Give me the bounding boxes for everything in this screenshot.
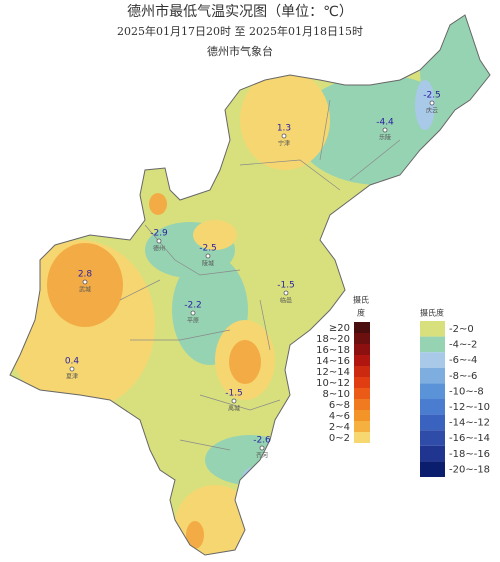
station-dot bbox=[259, 445, 265, 451]
legend-swatch bbox=[354, 399, 370, 410]
station-name: 陵城 bbox=[202, 260, 214, 268]
station-name: 德州 bbox=[153, 245, 165, 253]
legend-title: 度 bbox=[357, 308, 365, 318]
station-name: 乐陵 bbox=[379, 134, 391, 142]
station-value: -2.2 bbox=[184, 301, 202, 311]
legend-swatch bbox=[354, 421, 370, 432]
legend-label: -8~-6 bbox=[449, 371, 477, 382]
legend-swatch bbox=[354, 333, 370, 344]
legend-swatch bbox=[420, 383, 445, 399]
legend-swatch bbox=[420, 321, 445, 337]
legend-label: 2~4 bbox=[329, 422, 350, 433]
legend-swatch bbox=[354, 377, 370, 388]
station-value: -1.5 bbox=[277, 281, 295, 291]
station-value: 0.4 bbox=[65, 357, 80, 367]
legend-label: -16~-14 bbox=[449, 433, 490, 444]
cold-legend: 摄氏度 -2~0 -4~-2 -6~-4 -8~-6 -10~-8 -12~-10 -14~-… bbox=[420, 308, 490, 477]
legend-swatch bbox=[354, 432, 370, 443]
region-outline bbox=[9, 14, 491, 556]
station-name: 禹城 bbox=[228, 405, 240, 413]
legend-label: 16~18 bbox=[316, 345, 350, 356]
legend-label: -18~-16 bbox=[449, 449, 490, 460]
legend-swatch bbox=[420, 430, 445, 446]
legend-swatch bbox=[354, 388, 370, 399]
legend-label: 14~16 bbox=[316, 356, 350, 367]
station-value: -1.5 bbox=[225, 389, 243, 399]
station-dot bbox=[231, 398, 237, 404]
station-name: 夏津 bbox=[66, 374, 78, 381]
legend-swatch bbox=[420, 445, 445, 462]
station-value: -2.5 bbox=[199, 244, 217, 254]
legend-label: 10~12 bbox=[316, 378, 350, 389]
legend-swatch bbox=[354, 410, 370, 421]
legend-swatch bbox=[354, 366, 370, 377]
legend-label: ≥20 bbox=[329, 323, 350, 334]
legend-title: 摄氏 bbox=[353, 296, 369, 305]
legend-swatch bbox=[354, 322, 370, 333]
legend-swatch bbox=[420, 399, 445, 415]
station-value: -2.6 bbox=[253, 436, 271, 446]
legend-label: 4~6 bbox=[329, 411, 350, 422]
legend-title: 摄氏度 bbox=[420, 308, 444, 318]
legend-label: -2~0 bbox=[449, 324, 474, 335]
legend-label: -20~-18 bbox=[449, 464, 490, 475]
station-name: 齐河 bbox=[256, 452, 268, 460]
legend-label: -6~-4 bbox=[449, 355, 477, 366]
station-dot bbox=[382, 127, 388, 133]
legend-swatch bbox=[420, 336, 445, 353]
legend-swatch bbox=[420, 461, 445, 477]
title: 德州市最低气温实况图（单位：℃） bbox=[127, 3, 353, 20]
station-dot bbox=[82, 279, 88, 285]
legend-swatch bbox=[420, 367, 445, 384]
legend-swatch bbox=[354, 344, 370, 355]
legend-label: -12~-10 bbox=[449, 402, 490, 413]
station-value: -2.5 bbox=[423, 91, 441, 101]
legend-swatch bbox=[420, 414, 445, 431]
station-dot bbox=[205, 253, 211, 259]
station-value: 2.8 bbox=[78, 270, 93, 280]
legend-label: 0~2 bbox=[329, 433, 350, 444]
station-name: 宁津 bbox=[278, 140, 290, 148]
station-dot bbox=[429, 100, 435, 106]
legend-label: 8~10 bbox=[323, 389, 350, 400]
station-value: -4.4 bbox=[376, 118, 394, 128]
station-dot bbox=[69, 366, 75, 372]
subtitle: 2025年01月17日20时 至 2025年01月18日15时 bbox=[117, 24, 363, 38]
station-name: 武城 bbox=[79, 286, 91, 294]
station-name: 庆云 bbox=[426, 107, 438, 115]
source: 德州市气象台 bbox=[207, 44, 273, 58]
legend-label: 18~20 bbox=[316, 334, 350, 345]
station-value: 1.3 bbox=[277, 124, 291, 134]
legend-label: -14~-12 bbox=[449, 418, 490, 429]
station-name: 平原 bbox=[187, 318, 199, 325]
legend-swatch bbox=[420, 352, 445, 368]
station-dot bbox=[156, 238, 162, 244]
legend-label: -4~-2 bbox=[449, 340, 477, 351]
station-dot bbox=[281, 133, 287, 139]
station-dot bbox=[283, 290, 289, 296]
station-value: -2.9 bbox=[150, 229, 168, 239]
legend-swatch bbox=[354, 355, 370, 366]
legend-label: 12~14 bbox=[316, 367, 350, 378]
legend-label: 6~8 bbox=[329, 400, 350, 411]
legend-label: -10~-8 bbox=[449, 386, 484, 397]
warm-legend: 摄氏度 ≥2018~2016~1814~1612~1410~128~106~84~… bbox=[316, 296, 370, 444]
stations: 1.3 宁津 -4.4 乐陵 -2.5 庆云 -2.9 德州 -2.5 陵城 2.8 武城 -1.5 临邑… bbox=[65, 91, 441, 460]
station-dot bbox=[190, 310, 196, 316]
station-name: 临邑 bbox=[280, 297, 292, 305]
